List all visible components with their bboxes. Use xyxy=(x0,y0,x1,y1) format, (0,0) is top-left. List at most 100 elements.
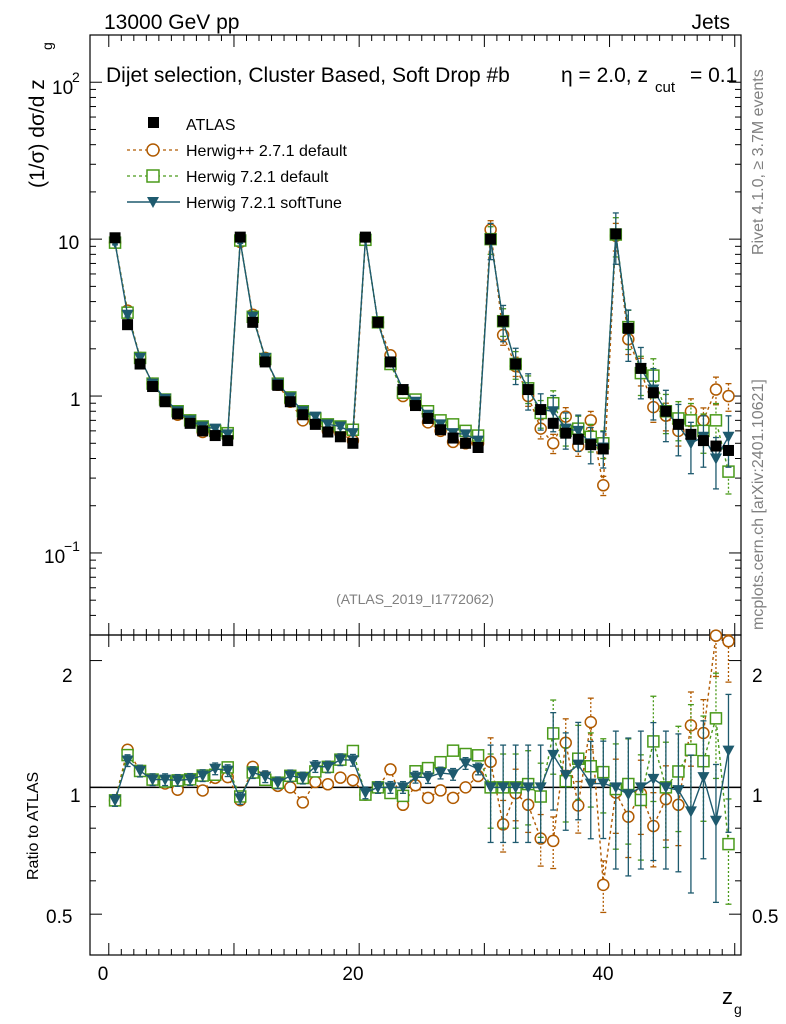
legend-herwigpp-marker xyxy=(146,143,160,157)
top-tick-1: 1 xyxy=(70,390,81,411)
legend-herwig7-label: Herwig 7.2.1 default xyxy=(186,169,329,186)
ratio-point-herwigpp xyxy=(296,796,310,809)
point-herwig7-softtune xyxy=(321,419,334,431)
legend-atlas-label: ATLAS xyxy=(186,117,236,134)
ratio-point-herwig7-softtune xyxy=(284,770,297,782)
point-herwigpp xyxy=(597,479,610,492)
rivet-label: Rivet 4.1.0, ≥ 3.7M events xyxy=(750,69,767,255)
ratio-point-herwig7-softtune xyxy=(146,774,159,786)
ratio-point-herwig7-softtune xyxy=(234,793,247,805)
point-atlas xyxy=(334,431,346,443)
ratio-point-herwig7-softtune xyxy=(259,771,272,783)
top-tick-10: 10 xyxy=(58,233,79,254)
ratio-point-herwig7-softtune xyxy=(384,782,397,794)
ratio-point-herwig7-softtune xyxy=(634,782,647,794)
point-atlas xyxy=(697,435,709,447)
ratio-point-herwig7-softtune xyxy=(697,772,710,784)
point-atlas xyxy=(347,437,359,449)
ratio-point-herwig7-softtune xyxy=(184,774,197,786)
point-atlas xyxy=(585,439,597,451)
ratio-point-herwig7-softtune xyxy=(409,772,422,784)
ratio-point-herwig7-softtune xyxy=(659,782,672,794)
point-atlas xyxy=(172,408,184,420)
ratio-tick-1-right: 1 xyxy=(752,786,763,807)
series-herwig7-softtune xyxy=(109,212,735,490)
ratio-tick-05-right: 0.5 xyxy=(752,907,778,928)
point-atlas xyxy=(159,396,171,408)
point-herwig7-softtune xyxy=(572,425,585,437)
point-herwig7-softtune xyxy=(547,406,560,418)
point-atlas xyxy=(109,232,121,244)
ratio-point-herwigpp xyxy=(284,781,297,794)
ratio-point-herwig7-softtune xyxy=(371,782,384,794)
point-atlas xyxy=(572,433,584,445)
point-atlas xyxy=(510,358,522,370)
top-tick-100: 10 xyxy=(52,78,73,99)
ratio-tick-2-left: 2 xyxy=(62,666,73,687)
ratio-point-herwig7-softtune xyxy=(522,782,535,794)
category-label: Jets xyxy=(691,11,730,34)
point-atlas xyxy=(597,443,609,455)
point-atlas xyxy=(547,417,559,429)
point-atlas xyxy=(497,315,509,327)
zcut-subscript: cut xyxy=(655,79,676,96)
point-atlas xyxy=(672,418,684,430)
ratio-series-herwig7-softtune xyxy=(109,693,735,904)
ratio-point-herwigpp xyxy=(384,763,397,776)
ratio-point-herwigpp xyxy=(584,715,598,729)
ratio-point-herwig7-softtune xyxy=(121,755,134,767)
ratio-point-herwig7-softtune xyxy=(559,770,572,782)
point-atlas xyxy=(522,384,534,396)
point-atlas xyxy=(485,233,497,245)
point-herwig7-softtune xyxy=(134,352,147,364)
legend-softtune-marker xyxy=(147,197,159,208)
ratio-point-herwig7-softtune xyxy=(271,777,284,789)
ratio-point-herwig7-softtune xyxy=(246,767,259,779)
point-atlas xyxy=(435,424,447,436)
ratio-point-herwig7-softtune xyxy=(722,745,735,757)
point-herwig7-softtune xyxy=(121,309,134,321)
ratio-point-herwig7-softtune xyxy=(622,789,635,801)
ratio-point-herwig7-softtune xyxy=(346,755,359,767)
point-herwigpp xyxy=(722,389,735,403)
point-atlas xyxy=(622,322,634,334)
ratio-point-herwig7-softtune xyxy=(422,772,435,784)
point-herwig7-softtune xyxy=(709,453,722,465)
ratio-point-herwig7-softtune xyxy=(459,758,472,770)
point-atlas xyxy=(122,319,134,331)
ratio-point-herwigpp xyxy=(446,791,460,805)
ratio-point-herwig7-softtune xyxy=(672,785,685,797)
point-atlas xyxy=(710,440,722,452)
point-atlas xyxy=(685,428,697,440)
ratio-layer xyxy=(90,629,741,914)
point-atlas xyxy=(147,381,159,393)
point-atlas xyxy=(234,231,246,243)
xlabel: z xyxy=(722,984,733,1009)
point-herwigpp xyxy=(709,383,723,396)
point-herwig7-default xyxy=(709,414,723,427)
ratio-point-herwig7-softtune xyxy=(647,773,660,785)
point-atlas xyxy=(322,426,334,438)
ratio-point-herwig7-softtune xyxy=(597,778,610,790)
point-herwig7-softtune xyxy=(334,421,347,433)
ratio-point-herwig7-softtune xyxy=(221,765,234,777)
point-atlas xyxy=(660,405,672,417)
point-atlas xyxy=(635,362,647,374)
ratio-tick-1-left: 1 xyxy=(70,786,81,807)
ratio-point-herwig7-default xyxy=(722,837,735,851)
ratio-point-herwig7-softtune xyxy=(584,778,597,790)
ratio-point-herwig7-default xyxy=(709,712,723,725)
point-herwig7-softtune xyxy=(209,423,222,435)
top-ylabel: (1/σ) dσ/d z xyxy=(26,79,49,188)
ratio-line-herwigpp xyxy=(114,634,729,885)
legend-softtune-label: Herwig 7.2.1 softTune xyxy=(186,195,342,212)
ratio-point-herwig7-softtune xyxy=(321,761,334,773)
ratio-point-herwigpp xyxy=(434,784,447,797)
ratio-point-herwig7-default xyxy=(684,743,698,757)
axis-ticks xyxy=(90,34,741,955)
ratio-point-herwig7-softtune xyxy=(447,769,460,781)
point-atlas xyxy=(535,404,547,416)
ratio-point-herwig7-softtune xyxy=(572,759,585,771)
ratio-point-herwigpp xyxy=(546,834,560,848)
